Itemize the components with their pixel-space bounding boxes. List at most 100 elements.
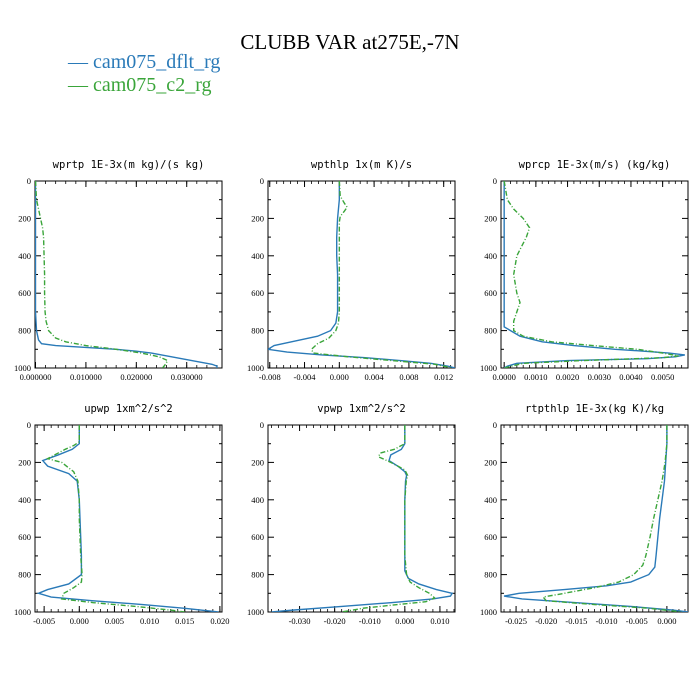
x-tick-label: 0.010000 — [70, 372, 102, 382]
y-tick-label: 1000 — [247, 363, 264, 373]
y-tick-label: 1000 — [480, 363, 497, 373]
x-tick-label: 0.020 — [210, 616, 229, 626]
x-tick-label: 0.020000 — [120, 372, 152, 382]
x-tick-label: -0.005 — [33, 616, 55, 626]
y-tick-label: 0 — [493, 176, 497, 186]
x-tick-label: -0.020 — [324, 616, 346, 626]
y-tick-label: 800 — [251, 326, 264, 336]
x-tick-label: -0.004 — [294, 372, 317, 382]
x-tick-label: 0.000 — [70, 616, 89, 626]
y-tick-label: 200 — [484, 457, 497, 467]
x-tick-label: 0.010 — [430, 616, 449, 626]
panel-4: upwp 1xm^2/s^2 0 200 400 600 800 1000-0.005 0.0… — [14, 403, 229, 626]
y-tick-label: 400 — [251, 251, 264, 261]
y-tick-label: 400 — [18, 251, 31, 261]
x-tick-label: 0.0010 — [524, 372, 547, 382]
series-line-cam075_dflt_rg — [503, 181, 685, 368]
x-tick-label: 0.000 — [395, 616, 414, 626]
panel-title: rtpthlp 1E-3x(kg K)/kg — [525, 403, 664, 415]
y-tick-label: 200 — [18, 457, 31, 467]
x-tick-label: 0.010 — [140, 616, 159, 626]
x-tick-label: 0.0030 — [588, 372, 611, 382]
x-tick-label: 0.0000 — [492, 372, 515, 382]
y-tick-label: 600 — [484, 288, 497, 298]
y-tick-label: 800 — [251, 570, 264, 580]
plot-frame — [267, 424, 456, 613]
series-line-cam075_dflt_rg — [36, 425, 219, 612]
x-tick-label: 0.008 — [399, 372, 418, 382]
x-tick-label: -0.008 — [259, 372, 281, 382]
y-tick-label: 0 — [260, 176, 264, 186]
x-tick-label: -0.020 — [535, 616, 557, 626]
y-tick-label: 800 — [18, 570, 31, 580]
legend-entry-c2: — cam075_c2_rg — [68, 74, 212, 96]
panel-title: upwp 1xm^2/s^2 — [84, 403, 173, 415]
panel-6: rtpthlp 1E-3x(kg K)/kg02004006008001000-… — [480, 403, 689, 626]
y-tick-label: 1000 — [14, 607, 31, 617]
panel-5: vpwp 1xm^2/s^2 0 200 400 600 800 1000 -0.030 -0.… — [247, 403, 456, 626]
x-tick-label: 0.004 — [365, 372, 385, 382]
series-line-cam075_dflt_rg — [268, 181, 455, 368]
series-line-cam075_c2_rg — [503, 181, 679, 368]
y-tick-label: 1000 — [247, 607, 264, 617]
y-tick-label: 200 — [251, 457, 264, 467]
y-tick-label: 400 — [18, 495, 31, 505]
panel-3: wprcp 1E-3x(m/s) (kg/kg) 0 200 400 600 800 100… — [480, 159, 689, 382]
x-tick-label: -0.010 — [359, 616, 381, 626]
y-tick-label: 1000 — [14, 363, 31, 373]
y-tick-label: 600 — [484, 532, 497, 542]
y-tick-label: 200 — [484, 213, 497, 223]
y-tick-label: 0 — [493, 420, 497, 430]
x-tick-label: 0.000 — [657, 616, 676, 626]
series-line-cam075_dflt_rg — [271, 425, 454, 612]
x-tick-label: -0.010 — [596, 616, 618, 626]
x-tick-label: 0.015 — [175, 616, 194, 626]
panel-2: wpthlp 1x(m K)/s 0 200 400 600 800 1000-0.008 -… — [247, 159, 456, 382]
x-tick-label: 0.000 — [330, 372, 349, 382]
x-tick-label: 0.0040 — [619, 372, 642, 382]
series-line-cam075_c2_rg — [35, 181, 169, 368]
y-tick-label: 600 — [251, 288, 264, 298]
plot-frame — [34, 180, 223, 369]
series-line-cam075_c2_rg — [341, 425, 436, 612]
y-tick-label: 600 — [18, 532, 31, 542]
panel-title: wpthlp 1x(m K)/s — [311, 159, 412, 171]
y-tick-label: 600 — [251, 532, 264, 542]
y-tick-label: 1000 — [480, 607, 497, 617]
series-line-cam075_dflt_rg — [503, 425, 688, 612]
y-tick-label: 0 — [27, 420, 31, 430]
y-tick-label: 400 — [251, 495, 264, 505]
y-tick-label: 0 — [27, 176, 31, 186]
x-tick-label: -0.025 — [505, 616, 527, 626]
x-tick-label: 0.0050 — [651, 372, 674, 382]
panel-title: vpwp 1xm^2/s^2 — [317, 403, 406, 415]
y-tick-label: 0 — [260, 420, 264, 430]
x-tick-label: -0.015 — [565, 616, 587, 626]
y-tick-label: 600 — [18, 288, 31, 298]
plot-frame — [500, 180, 689, 369]
x-tick-label: 0.005 — [105, 616, 124, 626]
x-tick-label: 0.012 — [434, 372, 453, 382]
series-line-cam075_c2_rg — [310, 181, 453, 368]
y-tick-label: 400 — [484, 251, 497, 261]
series-line-cam075_dflt_rg — [35, 181, 218, 368]
y-tick-label: 800 — [484, 570, 497, 580]
panel-title: wprtp 1E-3x(m kg)/(s kg) — [53, 159, 205, 171]
y-tick-label: 400 — [484, 495, 497, 505]
y-tick-label: 800 — [18, 326, 31, 336]
x-tick-label: 0.0020 — [556, 372, 579, 382]
series-line-cam075_c2_rg — [541, 425, 683, 612]
figure-title: CLUBB VAR at275E,-7N — [240, 30, 460, 54]
legend-entry-dflt: — cam075_dflt_rg — [68, 51, 221, 73]
panel-1: wprtp 1E-3x(m kg)/(s kg) 0 200 400 600 800 100… — [14, 159, 223, 382]
panel-title: wprcp 1E-3x(m/s) (kg/kg) — [519, 159, 671, 171]
x-tick-label: 0.030000 — [171, 372, 203, 382]
x-tick-label: 0.000000 — [20, 372, 52, 382]
x-tick-label: -0.030 — [289, 616, 311, 626]
plot-frame — [267, 180, 456, 369]
y-tick-label: 200 — [18, 213, 31, 223]
y-tick-label: 800 — [484, 326, 497, 336]
y-tick-label: 200 — [251, 213, 264, 223]
